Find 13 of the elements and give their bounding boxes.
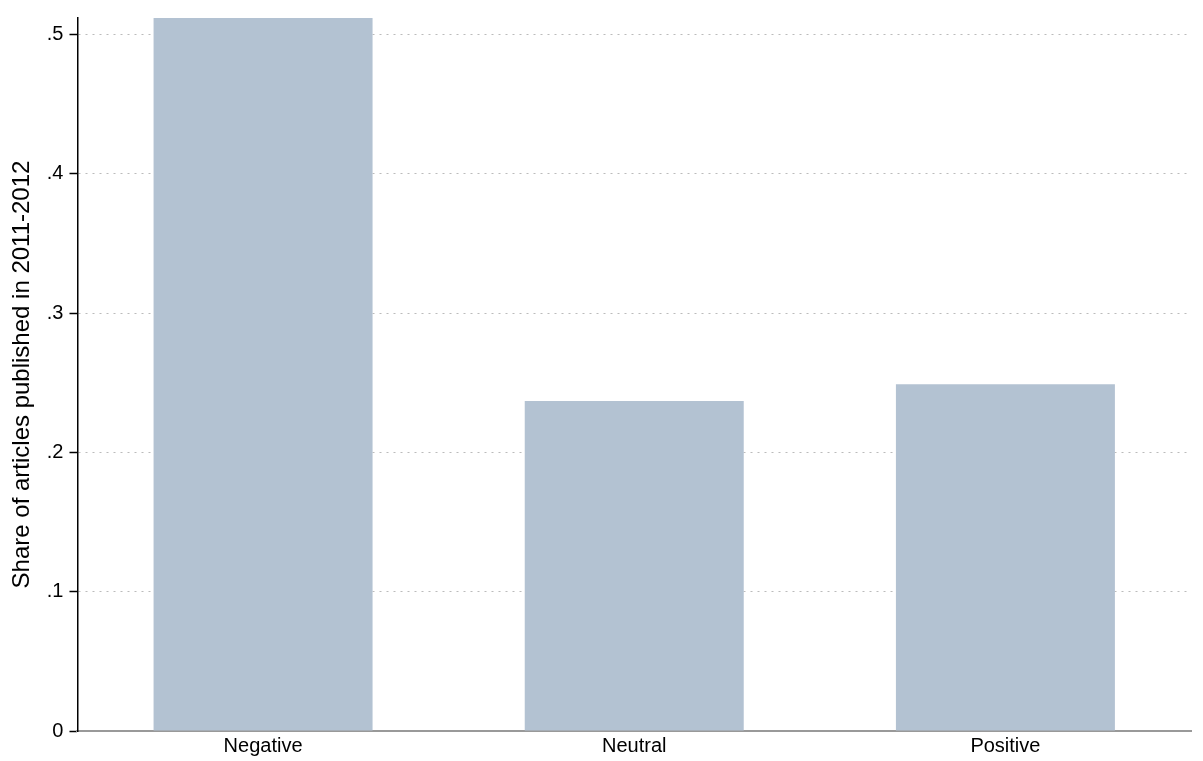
y-tick-label: .1 [46,579,64,602]
y-tick-label: .3 [46,300,64,323]
bar [524,400,744,731]
x-tick-label: Neutral [602,733,667,756]
bar [153,18,373,731]
x-tick-label: Negative [223,733,303,756]
y-tick-label: .4 [46,161,64,184]
y-tick-label: .5 [46,22,64,45]
y-axis-title: Share of articles published in 2011-2012 [7,160,35,589]
x-tick-label: Positive [970,733,1041,756]
y-tick-label: .2 [46,440,64,462]
bar [895,384,1115,731]
y-tick-label: 0 [52,718,64,741]
